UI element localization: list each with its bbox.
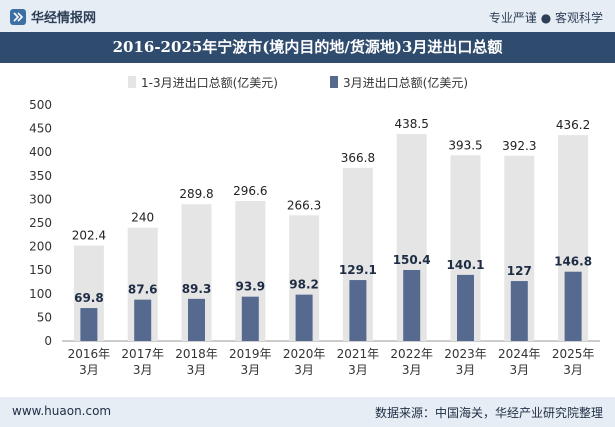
bar-month-3 <box>241 296 259 341</box>
x-tick-label-year-7: 2023年 <box>444 347 487 361</box>
x-tick-label-month-3: 3月 <box>240 363 260 377</box>
x-tick-label-month-7: 3月 <box>456 363 476 377</box>
x-tick-label-year-0: 2016年 <box>68 347 111 361</box>
bar-month-6 <box>403 270 421 341</box>
x-tick-label-year-6: 2022年 <box>390 347 433 361</box>
brand[interactable]: 华经情报网 <box>10 7 96 26</box>
data-label-total-4: 266.3 <box>287 198 321 212</box>
x-tick-label-year-2: 2018年 <box>175 347 218 361</box>
data-source: 数据来源：中国海关，华经产业研究院整理 <box>374 406 603 420</box>
y-tick-label-0: 0 <box>44 334 52 348</box>
x-tick-label-month-2: 3月 <box>187 363 207 377</box>
x-tick-label-month-9: 3月 <box>563 363 583 377</box>
title-bar: 2016-2025年宁波市(境内目的地/货源地)3月进出口总额 <box>0 32 615 63</box>
legend-label-2: 3月进出口总额(亿美元) <box>343 75 468 90</box>
brand-logo-icon <box>10 8 26 25</box>
tagline: 专业严谨 ● 客观科学 <box>488 11 603 25</box>
data-label-total-7: 393.5 <box>448 138 482 152</box>
data-label-total-8: 392.3 <box>502 139 536 153</box>
y-tick-label-8: 400 <box>29 145 52 159</box>
x-tick-label-year-4: 2020年 <box>283 347 326 361</box>
bar-month-7 <box>457 274 474 341</box>
bar-month-5 <box>349 280 367 341</box>
data-label-total-5: 366.8 <box>341 151 375 165</box>
x-tick-label-month-0: 3月 <box>79 363 99 377</box>
x-tick-label-year-8: 2024年 <box>498 347 541 361</box>
x-tick-label-month-8: 3月 <box>509 363 529 377</box>
legend-swatch-1 <box>128 76 136 88</box>
chart-title: 2016-2025年宁波市(境内目的地/货源地)3月进出口总额 <box>112 38 503 56</box>
x-tick-label-year-1: 2017年 <box>121 347 164 361</box>
x-tick-label-year-9: 2025年 <box>552 347 595 361</box>
data-label-total-3: 296.6 <box>233 184 267 198</box>
bar-chart: 1-3月进出口总额(亿美元) 3月进出口总额(亿美元) 0 50 100 150 200 25… <box>29 75 600 377</box>
data-label-total-2: 289.8 <box>179 187 213 201</box>
y-tick-label-5: 250 <box>29 216 52 230</box>
data-label-month-3: 93.9 <box>235 280 265 294</box>
data-label-month-0: 69.8 <box>74 291 104 305</box>
data-label-total-1: 240 <box>131 211 154 225</box>
y-tick-label-7: 350 <box>29 169 52 183</box>
data-label-month-1: 87.6 <box>128 283 158 297</box>
data-label-month-6: 150.4 <box>393 253 431 267</box>
bar-month-9 <box>564 271 582 341</box>
footer-bar: www.huaon.com 数据来源：中国海关，华经产业研究院整理 <box>0 397 615 427</box>
bar-month-1 <box>134 299 152 341</box>
legend-swatch-2 <box>330 76 338 88</box>
legend-label-1: 1-3月进出口总额(亿美元) <box>141 75 278 90</box>
data-label-month-5: 129.1 <box>339 263 377 277</box>
brand-name: 华经情报网 <box>31 11 97 26</box>
bar-month-4 <box>295 294 313 341</box>
data-label-total-6: 438.5 <box>395 117 429 131</box>
data-label-month-2: 89.3 <box>182 282 212 296</box>
bar-month-0 <box>80 308 98 341</box>
x-tick-label-month-4: 3月 <box>294 363 314 377</box>
y-tick-label-3: 150 <box>29 263 52 277</box>
data-label-month-4: 98.2 <box>289 278 319 292</box>
bar-month-2 <box>188 298 205 341</box>
x-tick-label-month-6: 3月 <box>402 363 422 377</box>
header-bar: 华经情报网 专业严谨 ● 客观科学 <box>0 0 615 32</box>
data-label-total-0: 202.4 <box>72 228 106 242</box>
x-tick-label-year-5: 2021年 <box>337 347 380 361</box>
x-tick-label-year-3: 2019年 <box>229 347 272 361</box>
x-tick-label-month-5: 3月 <box>348 363 368 377</box>
y-tick-label-10: 500 <box>29 98 52 112</box>
y-tick-label-9: 450 <box>29 122 52 136</box>
y-tick-label-1: 50 <box>37 310 52 324</box>
y-tick-label-6: 300 <box>29 192 52 206</box>
y-tick-label-4: 200 <box>29 240 52 254</box>
bar-month-8 <box>510 281 528 341</box>
data-label-month-7: 140.1 <box>447 258 485 272</box>
y-tick-label-2: 100 <box>29 287 52 301</box>
data-label-total-9: 436.2 <box>556 118 590 132</box>
x-tick-label-month-1: 3月 <box>133 363 153 377</box>
website-link[interactable]: www.huaon.com <box>12 404 112 418</box>
data-label-month-8: 127 <box>507 264 532 278</box>
data-label-month-9: 146.8 <box>554 255 592 269</box>
